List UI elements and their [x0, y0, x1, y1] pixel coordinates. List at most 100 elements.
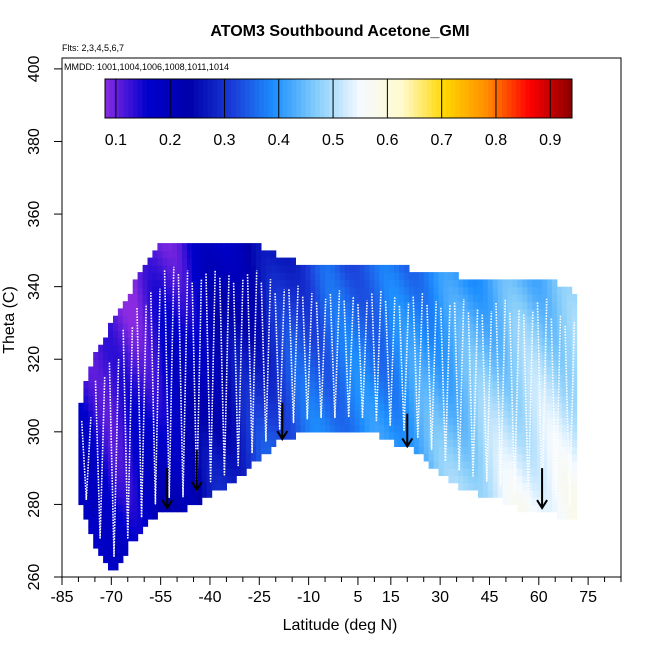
field-cell: [492, 453, 499, 462]
field-cell: [310, 322, 316, 331]
field-cell: [93, 359, 99, 368]
field-cell: [542, 431, 548, 440]
colorbar-tick-label: 0.2: [159, 132, 181, 149]
field-cell: [325, 301, 331, 310]
field-cell: [344, 337, 351, 346]
field-cell: [354, 293, 361, 302]
colorbar-segment: [469, 79, 475, 118]
field-cell: [251, 388, 257, 397]
field-cell: [280, 257, 287, 266]
field-cell: [453, 410, 459, 418]
field-cell: [404, 366, 410, 375]
field-cell: [571, 468, 578, 476]
field-cell: [211, 250, 218, 259]
field-cell: [379, 373, 385, 382]
field-cell: [122, 366, 129, 375]
field-cell: [231, 344, 237, 353]
field-cell: [162, 352, 168, 360]
field-cell: [532, 417, 538, 426]
field-cell: [339, 301, 346, 310]
field-cell: [206, 293, 213, 302]
field-cell: [359, 417, 366, 426]
field-cell: [349, 293, 356, 302]
field-cell: [265, 301, 272, 310]
field-cell: [384, 366, 390, 375]
field-cell: [394, 286, 400, 295]
field-cell: [418, 352, 425, 360]
field-cell: [453, 417, 459, 426]
field-cell: [241, 388, 247, 397]
field-cell: [285, 352, 292, 360]
field-cell: [152, 381, 158, 389]
field-cell: [512, 402, 518, 411]
field-cell: [300, 388, 306, 397]
field-cell: [226, 373, 232, 382]
field-cell: [177, 264, 183, 273]
field-cell: [78, 460, 84, 469]
field-cell: [315, 373, 321, 382]
field-cell: [122, 482, 129, 491]
colorbar-segment: [133, 79, 139, 118]
field-cell: [532, 395, 538, 404]
field-cell: [334, 417, 341, 426]
field-cell: [256, 359, 262, 368]
field-cell: [113, 330, 119, 339]
field-cell: [448, 468, 454, 476]
field-cell: [211, 388, 218, 397]
field-cell: [448, 460, 454, 469]
field-cell: [226, 243, 232, 251]
field-cell: [137, 446, 144, 455]
field-cell: [270, 272, 277, 280]
field-cell: [433, 272, 440, 280]
colorbar-segment: [287, 79, 293, 118]
field-cell: [438, 439, 444, 447]
field-cell: [191, 431, 198, 440]
field-cell: [132, 315, 139, 324]
field-cell: [487, 468, 494, 476]
field-cell: [256, 381, 262, 389]
field-cell: [423, 366, 430, 375]
field-cell: [187, 359, 193, 368]
field-cell: [547, 359, 553, 368]
field-cell: [88, 388, 94, 397]
field-cell: [290, 330, 296, 339]
field-cell: [566, 322, 573, 331]
field-cell: [389, 272, 395, 280]
field-cell: [502, 337, 509, 346]
field-cell: [295, 395, 301, 404]
field-cell: [364, 417, 370, 426]
field-cell: [127, 352, 134, 360]
field-cell: [344, 286, 351, 295]
field-cell: [117, 395, 124, 404]
colorbar-segment: [301, 79, 307, 118]
field-cell: [221, 359, 227, 368]
field-cell: [394, 439, 400, 447]
field-cell: [339, 417, 346, 426]
field-cell: [502, 417, 509, 426]
field-cell: [93, 439, 99, 447]
field-cell: [162, 359, 168, 368]
field-cell: [379, 264, 385, 273]
field-cell: [236, 264, 242, 273]
field-cell: [443, 315, 449, 324]
field-cell: [542, 308, 548, 317]
x-tick-label: 30: [431, 589, 449, 606]
colorbar-segment: [567, 79, 573, 118]
field-cell: [473, 315, 479, 324]
field-cell: [157, 460, 163, 469]
field-cell: [547, 395, 553, 404]
field-cell: [497, 286, 504, 295]
field-cell: [108, 475, 114, 484]
field-cell: [172, 446, 178, 455]
field-cell: [339, 286, 346, 295]
field-cell: [167, 257, 173, 266]
field-cell: [315, 424, 321, 433]
field-cell: [556, 388, 563, 397]
field-cell: [527, 293, 533, 302]
field-cell: [438, 417, 444, 426]
field-cell: [172, 301, 178, 310]
field-cell: [364, 395, 370, 404]
field-cell: [127, 518, 134, 527]
field-cell: [438, 352, 444, 360]
field-cell: [453, 322, 459, 331]
